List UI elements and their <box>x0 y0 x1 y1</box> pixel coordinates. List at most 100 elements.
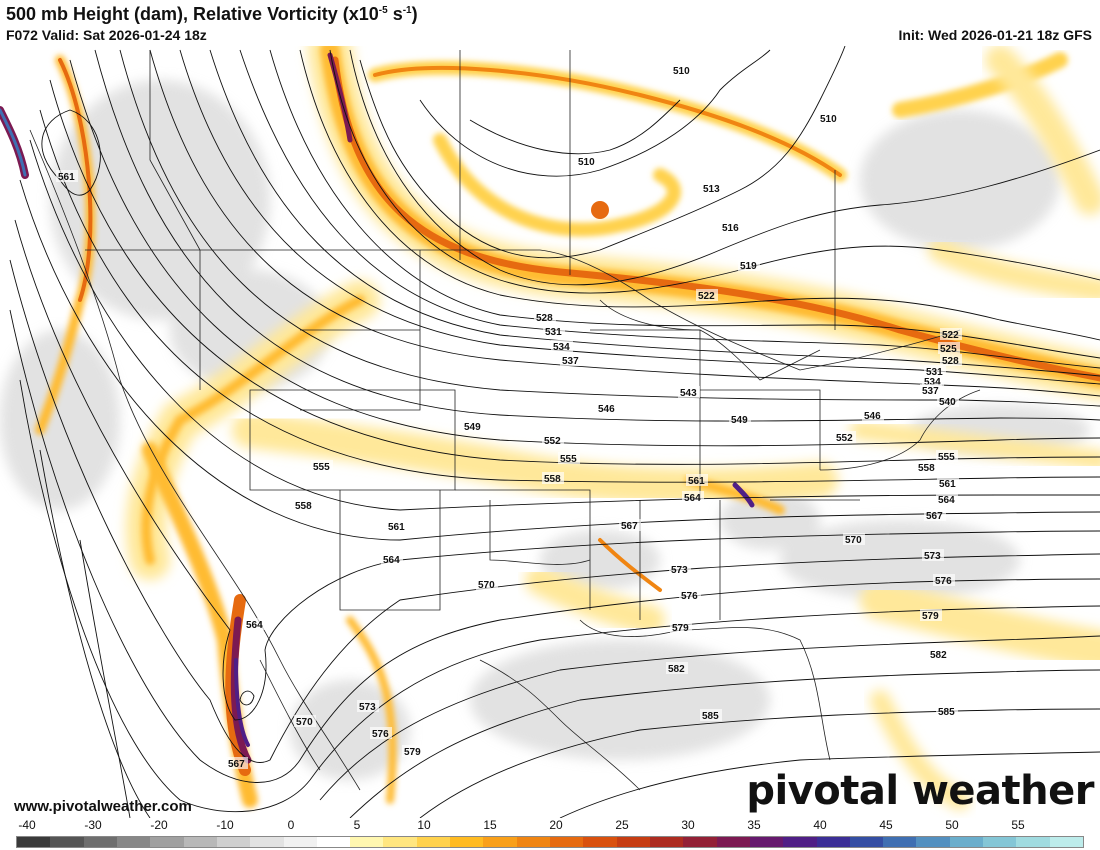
contour-label: 555 <box>558 452 580 465</box>
contour-label: 552 <box>542 434 564 447</box>
svg-text:555: 555 <box>313 462 330 473</box>
website-credit: www.pivotalweather.com <box>14 798 192 815</box>
svg-text:564: 564 <box>684 493 701 504</box>
contour-label: 570 <box>294 715 316 728</box>
svg-text:579: 579 <box>404 747 421 758</box>
contour-label: 561 <box>56 170 78 183</box>
svg-text:573: 573 <box>359 702 376 713</box>
svg-text:576: 576 <box>372 729 389 740</box>
colorbar-swatch <box>50 837 84 847</box>
svg-text:546: 546 <box>598 404 615 415</box>
colorbar-swatch <box>916 837 950 847</box>
contour-label: 537 <box>920 384 942 397</box>
svg-text:546: 546 <box>864 411 881 422</box>
colorbar-swatch <box>250 837 284 847</box>
colorbar-ticks: -40 -30 -20 -10 0 5 10 15 20 25 30 35 40 45 50 55 <box>0 818 1100 834</box>
svg-text:513: 513 <box>703 184 720 195</box>
contour-label: 561 <box>937 477 959 490</box>
colorbar-swatch <box>450 837 484 847</box>
colorbar-swatch <box>883 837 917 847</box>
contour-label: 516 <box>720 221 742 234</box>
colorbar-swatch <box>1049 837 1083 847</box>
colorbar-tick-label: -30 <box>84 818 102 832</box>
contour-label: 510 <box>671 64 693 77</box>
svg-text:525: 525 <box>940 344 957 355</box>
contour-label: 582 <box>666 662 688 675</box>
svg-text:522: 522 <box>698 291 715 302</box>
svg-text:531: 531 <box>545 327 562 338</box>
colorbar-swatch <box>216 837 251 847</box>
svg-text:552: 552 <box>544 436 561 447</box>
colorbar-swatch <box>183 837 217 847</box>
colorbar-tick-label: 30 <box>681 818 695 832</box>
svg-text:561: 561 <box>939 479 956 490</box>
contour-label: 570 <box>476 578 498 591</box>
contour-label: 558 <box>293 499 315 512</box>
svg-text:579: 579 <box>922 611 939 622</box>
svg-text:576: 576 <box>681 591 698 602</box>
contour-label: 585 <box>700 709 722 722</box>
contour-label: 561 <box>686 474 708 487</box>
svg-text:564: 564 <box>246 620 263 631</box>
contour-label: 528 <box>534 311 556 324</box>
contour-labels: 510 510 510 513 516 519 522 522 525 528 … <box>56 64 962 770</box>
contour-label: 531 <box>543 325 565 338</box>
colorbar-tick-label: 50 <box>945 818 959 832</box>
svg-text:582: 582 <box>668 664 685 675</box>
colorbar-swatch <box>749 837 784 847</box>
svg-text:534: 534 <box>553 342 570 353</box>
contour-label: 522 <box>696 289 718 302</box>
svg-text:558: 558 <box>544 474 561 485</box>
colorbar-tick-label: 0 <box>287 818 295 832</box>
svg-text:522: 522 <box>942 330 959 341</box>
colorbar <box>16 836 1084 848</box>
colorbar-swatch <box>483 837 517 847</box>
contour-label: 546 <box>862 409 884 422</box>
contour-label: 579 <box>402 745 424 758</box>
svg-text:570: 570 <box>845 535 862 546</box>
svg-text:576: 576 <box>935 576 952 587</box>
colorbar-swatch <box>649 837 684 847</box>
contour-label: 525 <box>938 342 960 355</box>
contour-label: 564 <box>244 618 266 631</box>
colorbar-swatch <box>849 837 884 847</box>
valid-time: F072 Valid: Sat 2026-01-24 18z <box>6 27 207 43</box>
negative-vorticity-shading <box>0 80 1090 780</box>
contour-label: 519 <box>738 259 760 272</box>
svg-text:555: 555 <box>560 454 577 465</box>
colorbar-swatch <box>816 837 850 847</box>
colorbar-tick-label: 10 <box>417 818 431 832</box>
svg-text:552: 552 <box>836 433 853 444</box>
colorbar-tick-label: 20 <box>549 818 563 832</box>
contour-label: 558 <box>916 461 938 474</box>
colorbar-swatch <box>316 837 351 847</box>
colorbar-swatch <box>350 837 384 847</box>
svg-text:555: 555 <box>938 452 955 463</box>
svg-text:564: 564 <box>938 495 955 506</box>
contour-label: 573 <box>669 563 691 576</box>
colorbar-swatch <box>516 837 550 847</box>
svg-text:549: 549 <box>731 415 748 426</box>
height-contours <box>9 46 1100 818</box>
svg-text:543: 543 <box>680 388 697 399</box>
contour-label: 522 <box>940 328 962 341</box>
brand-logo: pivotal weather <box>746 768 1094 814</box>
vorticity-shading <box>0 46 1100 810</box>
init-time: Init: Wed 2026-01-21 18z GFS <box>898 27 1092 43</box>
map-header: 500 mb Height (dam), Relative Vorticity … <box>0 0 1100 46</box>
contour-label: 558 <box>542 472 564 485</box>
colorbar-swatch <box>17 837 51 847</box>
boundaries <box>29 50 981 791</box>
svg-text:540: 540 <box>939 397 956 408</box>
colorbar-swatch <box>949 837 984 847</box>
svg-text:528: 528 <box>942 356 959 367</box>
colorbar-swatch <box>716 837 750 847</box>
contour-label: 555 <box>311 460 333 473</box>
contour-label: 510 <box>576 155 598 168</box>
colorbar-swatch <box>1016 837 1050 847</box>
contour-label: 573 <box>922 549 944 562</box>
colorbar-swatch <box>983 837 1017 847</box>
colorbar-tick-label: 45 <box>879 818 893 832</box>
colorbar-swatch <box>583 837 617 847</box>
weather-map[interactable]: 510 510 510 513 516 519 522 522 525 528 … <box>0 46 1100 818</box>
